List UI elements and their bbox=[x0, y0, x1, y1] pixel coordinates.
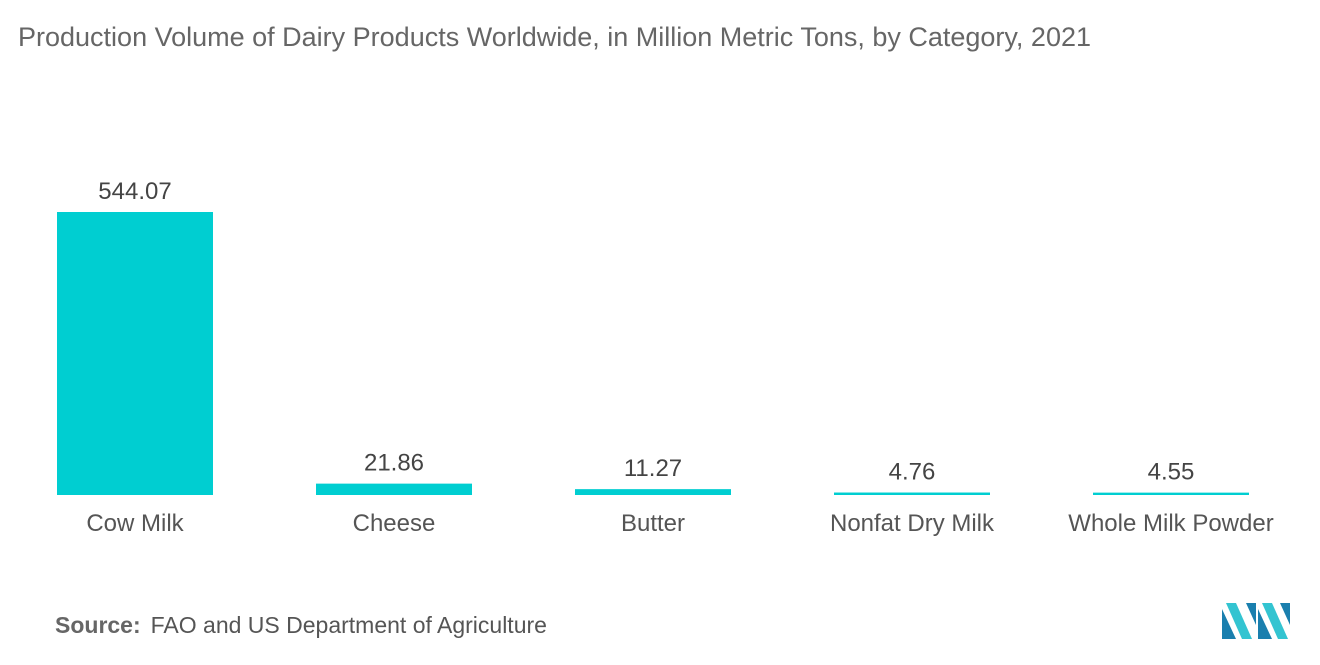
category-label: Cow Milk bbox=[86, 510, 184, 537]
source-label: Source: bbox=[55, 612, 141, 638]
data-label: 21.86 bbox=[364, 450, 424, 477]
bar-cheese bbox=[316, 483, 472, 495]
source-text: FAO and US Department of Agriculture bbox=[150, 612, 547, 638]
category-label: Butter bbox=[621, 510, 685, 537]
category-label: Cheese bbox=[353, 510, 436, 537]
bar-cow-milk bbox=[57, 212, 213, 495]
data-label: 4.55 bbox=[1148, 459, 1195, 486]
bar-whole-milk-powder bbox=[1093, 492, 1249, 495]
data-label: 544.07 bbox=[98, 178, 171, 205]
data-label: 4.76 bbox=[889, 459, 936, 486]
category-label: Nonfat Dry Milk bbox=[830, 510, 995, 537]
bar-butter bbox=[575, 489, 731, 495]
source-note: Source: FAO and US Department of Agricult… bbox=[55, 612, 547, 639]
bar-chart: 544.07 Cow Milk 21.86 Cheese 11.27 Butter 4.76… bbox=[57, 178, 1274, 537]
bar-nonfat-dry-milk bbox=[834, 492, 990, 495]
data-label: 11.27 bbox=[624, 455, 682, 482]
chart-title: Production Volume of Dairy Products Worl… bbox=[18, 22, 1091, 52]
bars-group: 544.07 Cow Milk 21.86 Cheese 11.27 Butter 4.76… bbox=[57, 178, 1274, 537]
mordor-intelligence-logo-icon bbox=[1222, 603, 1290, 639]
category-label: Whole Milk Powder bbox=[1068, 510, 1273, 537]
